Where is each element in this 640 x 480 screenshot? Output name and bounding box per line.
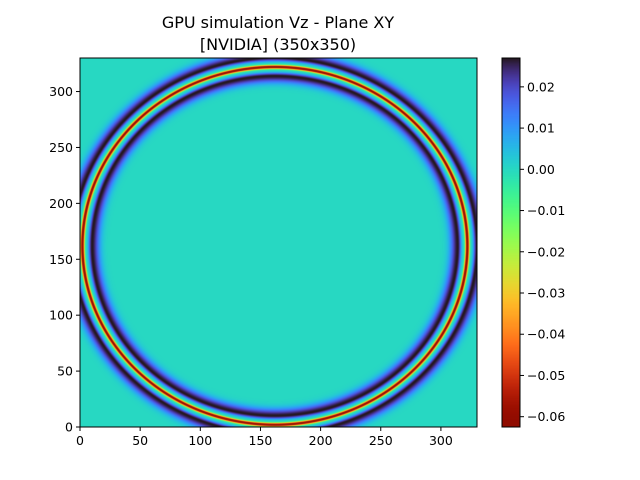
x-tick-label: 100: [188, 433, 212, 448]
colorbar-tick-label: −0.04: [527, 327, 565, 342]
y-tick-label: 50: [57, 364, 73, 379]
colorbar-tick-label: −0.02: [527, 244, 565, 259]
chart-title-line-2: [NVIDIA] (350x350): [200, 35, 356, 54]
colorbar-tick-label: 0.01: [527, 121, 555, 136]
colorbar-frame: [501, 57, 521, 428]
x-axis: 0 50 100 150 200 250 300: [76, 427, 453, 448]
colorbar-tick-label: 0.02: [527, 79, 555, 94]
x-tick-label: 50: [132, 433, 148, 448]
x-tick-label: 150: [249, 433, 273, 448]
colorbar-tick-label: −0.01: [527, 203, 565, 218]
y-tick-label: 200: [49, 196, 73, 211]
colorbar-gradient: [502, 58, 520, 427]
colorbar-tick-label: −0.05: [527, 368, 565, 383]
chart-title-line-1: GPU simulation Vz - Plane XY: [162, 13, 395, 32]
x-tick-label: 300: [429, 433, 453, 448]
plot-frame: [79, 57, 478, 428]
y-tick-label: 150: [49, 252, 73, 267]
y-tick-label: 100: [49, 308, 73, 323]
x-tick-label: 0: [76, 433, 84, 448]
colorbar-tick-label: −0.06: [527, 409, 565, 424]
y-tick-label: 0: [65, 420, 73, 435]
colorbar-axis: 0.02 0.01 0.00 −0.01 −0.02 −0.03 −0.04 −0.05 −0.…: [520, 79, 565, 424]
heatmap-image-container: [80, 58, 477, 427]
colorbar-image-container: [502, 58, 520, 427]
x-tick-label: 200: [309, 433, 333, 448]
y-tick-label: 300: [49, 84, 73, 99]
colorbar-tick-label: 0.00: [527, 162, 555, 177]
y-tick-label: 250: [49, 140, 73, 155]
y-axis: 0 50 100 150 200 250 300: [49, 84, 80, 435]
heatmap-image: [80, 58, 477, 427]
colorbar-tick-label: −0.03: [527, 286, 565, 301]
x-tick-label: 250: [369, 433, 393, 448]
